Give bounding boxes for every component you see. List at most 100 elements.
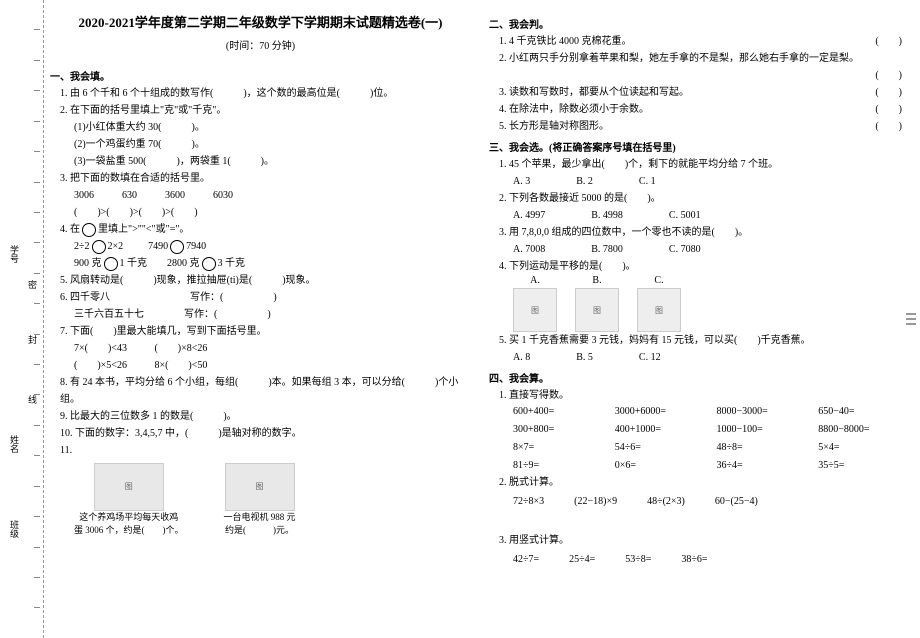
caption: 这个养鸡场平均每天收鸡 [79,511,178,524]
calc: 81÷9= [513,458,605,474]
image-placeholder: 图 [94,463,164,511]
calc: 8000−3000= [717,404,809,420]
caption: 蛋 3006 个，约是( )个。 [74,524,184,537]
bind-label-class: 班级 [8,520,21,538]
exam-title: 2020-2021学年度第二学期二年级数学下学期期末试题精选卷(一) [50,12,471,31]
expr: 2÷2 [74,241,90,252]
s1-q3-numbers: 3006 630 3600 6030 [74,187,471,204]
calc: 53÷8= [625,551,651,568]
calc: 42÷7= [513,551,539,568]
right-column: 二、我会判。 1. 4 千克铁比 4000 克棉花重。 ( ) 2. 小红两只手分… [489,12,910,626]
calc: 400+1000= [615,422,707,438]
expr: 900 克 [74,258,102,269]
num: 6030 [213,187,233,204]
opt-c: C. 图 [637,275,681,332]
img-tv: 图 一台电视机 988 元 约是( )元。 [224,463,296,536]
calc: 300+800= [513,422,605,438]
image-placeholder: 图 [513,288,557,332]
expr: 1 千克 [120,258,148,269]
blank-circle-icon [92,240,106,254]
s1-q6: 6. 四千零八 写作：( ) [60,289,471,306]
spacer [489,510,910,532]
expr: 2800 克 [167,258,200,269]
opt: A. 8 [513,349,530,366]
s1-q2b: (2)一个鸡蛋约重 70( )。 [74,136,471,153]
stem: 2. 小红两只手分别拿着苹果和梨，她左手拿的不是梨，那么她右手拿的一定是梨。 [499,50,859,67]
blank-circle-icon [104,257,118,271]
calc: 650−40= [818,404,910,420]
calc: 8800−8000= [818,422,910,438]
blank-circle-icon [82,223,96,237]
section-1-heading: 一、我会填。 [50,68,471,83]
calc: 0×6= [615,458,707,474]
s1-q11: 11. [60,442,471,459]
s1-q3-blanks: ( )>( )>( )>( ) [74,204,471,221]
blank: ( ) [875,118,902,135]
s1-q4-pre: 4. 在 [60,224,80,235]
s2-q4: 4. 在除法中，除数必须小于余数。( ) [499,101,910,118]
opt: A. 7008 [513,241,545,258]
s3-q4-opts: A.图 B.图 C.图 [513,275,910,332]
calc: 48÷8= [717,440,809,456]
s3-q1: 1. 45 个苹果，最少拿出( )个，剩下的就能平均分给 7 个班。 [499,156,910,173]
opt: B. 4998 [591,207,623,224]
opt: B. 7800 [591,241,623,258]
section-4-heading: 四、我会算。 [489,370,910,385]
calc: 1000−100= [717,422,809,438]
calc: 72÷8×3 [513,493,544,510]
image-placeholder: 图 [575,288,619,332]
s3-q2: 2. 下列各数最接近 5000 的是( )。 [499,190,910,207]
s2-q2p: ( ) [499,67,910,84]
s1-q1: 1. 由 6 个千和 6 个十组成的数写作( )，这个数的最高位是( )位。 [60,85,471,102]
dash-marks [34,0,40,638]
s1-q6b: 三千六百五十七 写作：( ) [74,306,471,323]
s4-q1: 1. 直接写得数。 [499,387,910,404]
calc: 25÷4= [569,551,595,568]
s2-q2: 2. 小红两只手分别拿着苹果和梨，她左手拿的不是梨，那么她右手拿的一定是梨。 [499,50,910,67]
s3-q3-opts: A. 7008 B. 7800 C. 7080 [513,241,910,258]
s4-calc-grid: 600+400= 3000+6000= 8000−3000= 650−40= 3… [513,404,910,474]
stem: 3. 读数和写数时，都要从个位读起和写起。 [499,84,689,101]
s3-q3: 3. 用 7,8,0,0 组成的四位数中，一个零也不读的是( )。 [499,224,910,241]
calc: 54÷6= [615,440,707,456]
expr: 7490 [148,241,168,252]
blank: ( ) [875,33,902,50]
opt: B. 2 [576,173,593,190]
calc: 3000+6000= [615,404,707,420]
s4-q3-row: 42÷7= 25÷4= 53÷8= 38÷6= [513,551,910,568]
s1-q7-row1: 7×( )<43 ( )×8<26 [74,340,471,357]
exam-page: 学号 姓名 班级 密 封 线 2020-2021学年度第二学期二年级数学下学期期… [0,0,920,638]
caption: 约是( )元。 [225,524,294,537]
section-2-heading: 二、我会判。 [489,16,910,31]
s1-q4-row1: 2÷22×2 74907940 [74,238,471,255]
blank: ( ) [875,67,902,84]
calc: 38÷6= [681,551,707,568]
s1-q8: 8. 有 24 本书，平均分给 6 个小组，每组( )本。如果每组 3 本，可以… [60,374,471,408]
opt-label: A. [530,275,540,286]
s1-q7-row2: ( )×5<26 8×( )<50 [74,357,471,374]
calc: 35÷5= [818,458,910,474]
bind-label-id: 学号 [8,245,21,263]
s1-q2c: (3)一袋盐重 500( )，两袋重 1( )。 [74,153,471,170]
s3-q4: 4. 下列运动是平移的是( )。 [499,258,910,275]
num: 3600 [165,187,185,204]
opt: B. 5 [576,349,593,366]
s1-q11-images: 图 这个养鸡场平均每天收鸡 蛋 3006 个，约是( )个。 图 一台电视机 9… [74,463,471,536]
opt: C. 7080 [669,241,701,258]
s4-q2: 2. 脱式计算。 [499,474,910,491]
s1-q5: 5. 风扇转动是( )现象，推拉抽屉(ti)是( )现象。 [60,272,471,289]
expr: ( )×5<26 [74,360,127,371]
s1-q2: 2. 在下面的括号里填上"克"或"千克"。 [60,102,471,119]
s4-q2-row: 72÷8×3 (22−18)×9 48÷(2×3) 60−(25−4) [513,493,910,510]
opt: C. 12 [639,349,661,366]
image-placeholder: 图 [637,288,681,332]
calc: 600+400= [513,404,605,420]
opt: C. 5001 [669,207,701,224]
stem: 1. 4 千克铁比 4000 克棉花重。 [499,33,632,50]
opt: A. 3 [513,173,530,190]
s3-q1-opts: A. 3 B. 2 C. 1 [513,173,910,190]
s3-q5: 5. 买 1 千克香蕉需要 3 元钱，妈妈有 15 元钱，可以买( )千克香蕉。 [499,332,910,349]
s1-q4-post: 里填上">""<"或"="。 [98,224,189,235]
expr: 7×( )<43 [74,343,127,354]
opt-label: C. [654,275,663,286]
